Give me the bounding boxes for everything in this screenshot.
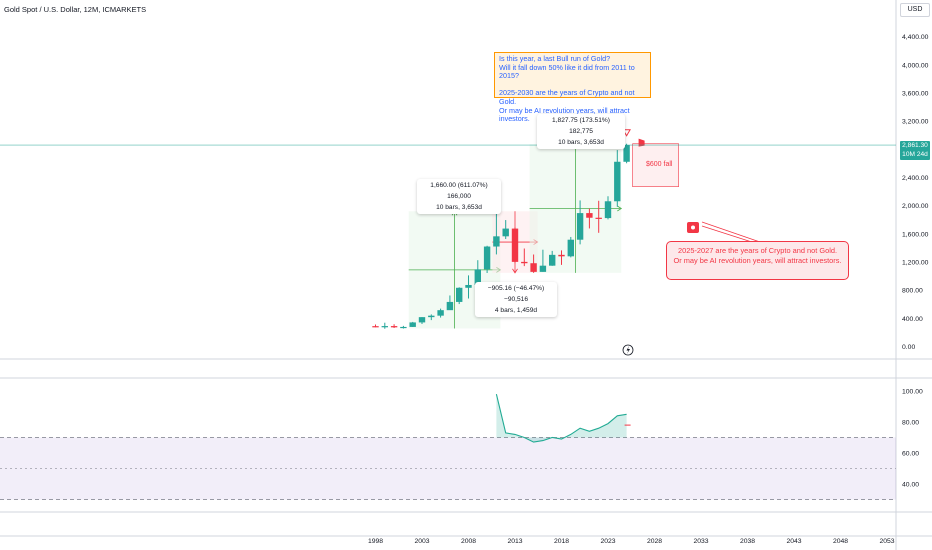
- price-tick-label-5: 2,400.00: [902, 175, 929, 182]
- candle-body-2001: [400, 326, 407, 329]
- candle-body-2022: [595, 217, 602, 219]
- rsi-tick-label-3: 40.00: [902, 482, 919, 489]
- measure-label-decline-line1: −905.16 (−46.47%) −90,516: [487, 285, 545, 303]
- candle-body-2000: [390, 326, 398, 328]
- fall-label: $600 fall: [646, 161, 673, 168]
- candle-body-2013: [511, 228, 519, 262]
- candle-body-2014: [521, 261, 528, 264]
- candle-body-2020: [576, 213, 584, 240]
- price-tick-label-11: 0.00: [902, 344, 915, 351]
- measure-label-rally-2-line2: 10 bars, 3,653d: [558, 139, 604, 146]
- measure-label-decline-line2: 4 bars, 1,459d: [494, 307, 538, 314]
- candle-body-2024: [614, 161, 621, 202]
- rsi-line: [495, 393, 627, 443]
- measure-label-rally-2-line1: 1,827.75 (173.51%) 182,775: [552, 117, 610, 135]
- price-tick-label-7: 1,600.00: [902, 231, 929, 238]
- price-tick-label-3: 3,200.00: [902, 119, 929, 126]
- time-tick-label-9: 2043: [786, 538, 801, 545]
- candle-body-2003: [418, 317, 426, 323]
- candle-body-2009: [474, 269, 481, 285]
- candle-body-1999: [381, 326, 388, 328]
- bull-run-question-note[interactable]: Is this year, a last Bull run of Gold? W…: [494, 52, 651, 123]
- rsi-tick-label-2: 60.00: [902, 451, 919, 458]
- rsi-tick-label-1: 80.00: [902, 420, 919, 427]
- candle-body-2012: [502, 228, 509, 237]
- currency-selector[interactable]: USD: [900, 3, 930, 17]
- measure-label-rally-1-line2: 10 bars, 3,653d: [436, 204, 482, 211]
- candle-body-2010: [483, 246, 491, 270]
- event-lightning-icon: [622, 344, 634, 356]
- fall-projection-box: [632, 143, 679, 187]
- candle-body-2008: [465, 284, 472, 288]
- time-tick-label-7: 2033: [693, 538, 708, 545]
- time-tick-label-8: 2038: [740, 538, 755, 545]
- alarm-icon-center: [691, 225, 695, 230]
- last-price-tag: 2,861.30 10M 24d: [900, 141, 930, 160]
- candle-body-2021: [586, 213, 593, 218]
- candle-body-2002: [409, 322, 416, 327]
- candle-body-2011: [493, 236, 500, 247]
- measure-label-rally-1-line1: 1,660.00 (611.07%) 166,000: [430, 182, 488, 200]
- candle-body-2025: [623, 145, 630, 162]
- candle-body-2016: [539, 265, 547, 272]
- time-tick-label-10: 2048: [833, 538, 848, 545]
- measure-decline-arrow: [512, 268, 518, 274]
- candle-body-2017: [549, 254, 556, 266]
- measure-label-rally-2[interactable]: 1,827.75 (173.51%) 182,775 10 bars, 3,65…: [537, 114, 625, 149]
- chart-title: Gold Spot / U.S. Dollar, 12M, ICMARKETS: [4, 5, 147, 14]
- time-tick-label-1: 2003: [414, 538, 429, 545]
- crypto-years-callout[interactable]: 2025-2027 are the years of Crypto and no…: [666, 241, 849, 280]
- candle-body-2023: [604, 201, 612, 219]
- measure-rally-2-arrow-right: [617, 205, 623, 212]
- price-tick-label-1: 4,000.00: [902, 62, 929, 69]
- measure-label-rally-1[interactable]: 1,660.00 (611.07%) 166,000 10 bars, 3,65…: [417, 179, 501, 214]
- candle-body-2007: [456, 287, 463, 302]
- time-tick-label-6: 2028: [647, 538, 662, 545]
- time-tick-label-11: 2053: [879, 538, 894, 545]
- price-tick-label-9: 800.00: [902, 288, 923, 295]
- price-tick-label-2: 3,600.00: [902, 91, 929, 98]
- time-tick-label-5: 2023: [600, 538, 615, 545]
- price-tick-label-0: 4,400.00: [902, 34, 929, 41]
- candle-body-2006: [446, 301, 454, 311]
- price-tick-label-8: 1,200.00: [902, 260, 929, 267]
- time-tick-label-2: 2008: [461, 538, 476, 545]
- candle-body-2019: [567, 239, 574, 257]
- candle-body-1998: [372, 326, 379, 328]
- candle-body-2015: [530, 263, 537, 272]
- price-tick-label-10: 400.00: [902, 316, 923, 323]
- time-tick-label-3: 2013: [507, 538, 522, 545]
- callout-connector: [701, 221, 761, 243]
- time-tick-label-0: 1998: [368, 538, 383, 545]
- rsi-tick-label-0: 100.00: [902, 389, 923, 396]
- candle-body-2018: [558, 254, 565, 257]
- price-tick-label-6: 2,000.00: [902, 203, 929, 210]
- time-tick-label-4: 2018: [554, 538, 569, 545]
- bar-countdown: 10M 24d: [902, 150, 928, 158]
- flag-marker-icon: [638, 138, 645, 147]
- event-lightning-bolt: [626, 346, 630, 354]
- candle-body-2005: [437, 310, 444, 316]
- measure-label-decline[interactable]: −905.16 (−46.47%) −90,516 4 bars, 1,459d: [475, 282, 557, 317]
- candle-body-2004: [428, 315, 435, 318]
- last-price-value: 2,861.30: [902, 142, 928, 149]
